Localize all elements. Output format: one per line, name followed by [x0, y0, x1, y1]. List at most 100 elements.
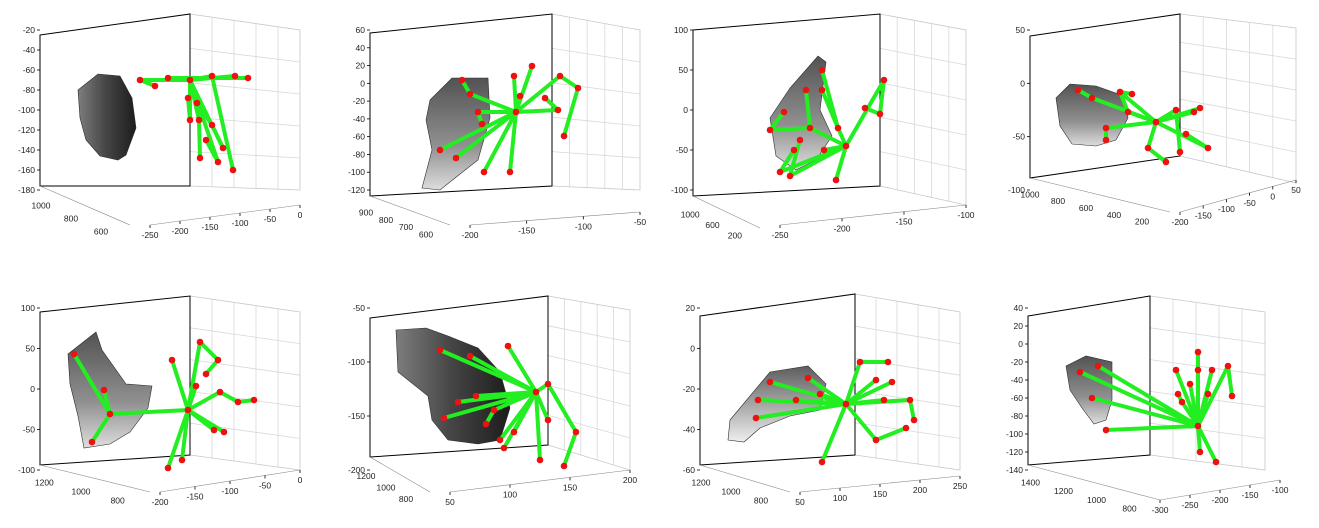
x-tick-label: 50 [795, 497, 805, 507]
skeleton-joint [1074, 86, 1082, 94]
y-tick-label: -80 [1011, 411, 1024, 421]
skeleton-joint [466, 90, 474, 98]
y-tick-label: -100 [18, 105, 35, 115]
x-tick-label: -50 [634, 217, 647, 227]
x-tick-label: 100 [503, 490, 517, 500]
skeleton-bone [1090, 96, 1158, 124]
y-tick-label: -120 [348, 185, 365, 195]
y-tick-label: 50 [679, 65, 689, 75]
skeleton-bone [1096, 364, 1200, 428]
depth-tick-label: 600 [419, 229, 433, 239]
skeleton-joint [184, 406, 192, 414]
skeleton-bone [514, 74, 562, 114]
y-tick-label: -20 [23, 25, 36, 35]
skeleton-bone [804, 88, 812, 130]
depth-tick-label: 800 [379, 215, 393, 225]
skeleton-joint [1124, 108, 1132, 116]
skeleton-bone [1146, 146, 1168, 164]
skeleton-joint [1174, 390, 1182, 398]
skeleton-bone [1104, 120, 1158, 130]
y-tick-label: -180 [18, 185, 35, 195]
skeleton-joint [528, 62, 536, 70]
skeleton-joint [820, 146, 828, 154]
y-tick-label: -120 [18, 125, 35, 135]
x-tick-label: 150 [563, 482, 577, 492]
skeleton-joint [1076, 368, 1084, 376]
grid-line [189, 48, 301, 63]
skeleton-joint [872, 376, 880, 384]
skeleton-joint [193, 99, 201, 107]
skeleton-joint [500, 444, 508, 452]
depth-tick-label: 1000 [681, 209, 700, 219]
skeleton-joint [202, 136, 210, 144]
skeleton-bone [514, 108, 560, 114]
skeleton-joint [572, 428, 580, 436]
y-tick-label: -50 [676, 145, 689, 155]
x-tick-label: -150 [186, 492, 203, 502]
skeleton-joint [876, 110, 884, 118]
skeleton-joint [776, 168, 784, 176]
x-axis [1179, 179, 1297, 213]
skeleton-bone [186, 96, 192, 122]
x-tick-label: 50 [445, 497, 455, 507]
depth-hand-silhouette [67, 331, 153, 449]
y-tick-label: -60 [353, 132, 366, 142]
skeleton-joint [151, 82, 159, 90]
y-tick-label: 20 [1014, 321, 1024, 331]
skeleton-bone [844, 378, 878, 406]
skeleton-bone [768, 110, 786, 132]
depth-tick-label: 1200 [1054, 486, 1073, 496]
x-tick-label: 150 [873, 489, 887, 499]
y-tick-label: -60 [1011, 393, 1024, 403]
skeleton-bone [1104, 424, 1200, 432]
skeleton-joint [872, 436, 880, 444]
skeleton-bone [1226, 364, 1234, 398]
skeleton-joint [1128, 90, 1136, 98]
y-tick-label: -100 [1006, 429, 1023, 439]
grid-line [189, 359, 301, 376]
skeleton-bone [1184, 132, 1210, 150]
skeleton-bone [1146, 120, 1158, 150]
hand-pose-panel: 60 40 20 0 -20 -40 -60 -80 -100 -120 900 800 700 600 -… [348, 13, 647, 240]
skeleton-bone [874, 426, 908, 442]
grid-box [1149, 295, 1266, 471]
x-axis [149, 204, 301, 226]
skeleton-bone [210, 123, 225, 150]
y-tick-label: -80 [353, 149, 366, 159]
skeleton-bone [90, 412, 112, 444]
skeleton-joint [861, 104, 869, 112]
grid-line [189, 327, 301, 344]
hand-pose-panel: 100 50 0 -50 -100 1000 600 200 -250 -200 -150 -100 [671, 13, 975, 241]
x-tick-label: -50 [264, 214, 277, 224]
grid-line [1149, 327, 1266, 344]
y-tick-label: -20 [683, 384, 696, 394]
skeleton-bone [1090, 396, 1200, 428]
grid-line [551, 116, 641, 127]
skeleton-bone [844, 398, 886, 406]
skeleton-bone [908, 398, 916, 422]
x-tick-label: -150 [1241, 490, 1258, 500]
skeleton-joint [1152, 118, 1160, 126]
x-tick-label: 0 [1270, 191, 1275, 201]
skeleton-joint [1172, 106, 1180, 114]
grid-line [854, 325, 961, 344]
x-tick-label: -250 [141, 230, 158, 240]
skeleton-bone [778, 148, 796, 174]
skeleton-joint [250, 396, 258, 404]
depth-tick-label: 600 [705, 220, 719, 230]
depth-axis [692, 195, 761, 229]
y-tick-label: -50 [353, 303, 366, 313]
skeleton-joint [541, 94, 549, 102]
skeleton-bone [756, 398, 848, 406]
skeleton-joint [842, 400, 850, 408]
y-tick-label: 20 [686, 303, 696, 313]
x-tick-label: -100 [231, 218, 248, 228]
skeleton-bone [768, 126, 812, 132]
skeleton-joint [196, 338, 204, 346]
skeleton-joint [208, 72, 216, 80]
skeleton-bone [558, 74, 580, 90]
skeleton-bone [820, 88, 840, 130]
